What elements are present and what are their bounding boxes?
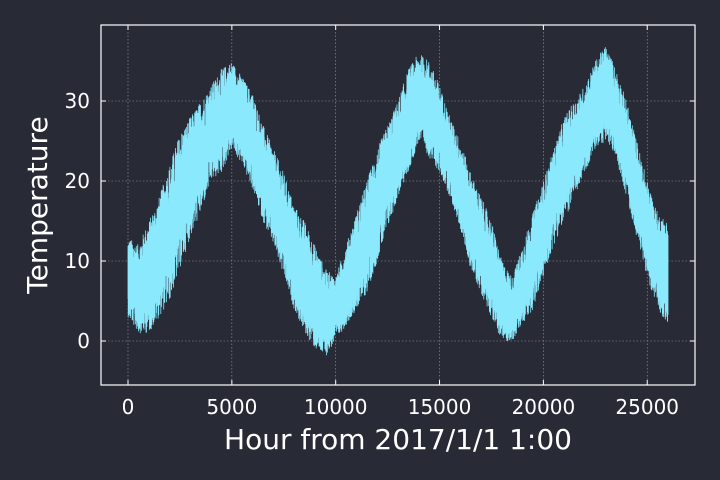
temperature-series-line xyxy=(127,47,669,356)
plot-frame xyxy=(100,24,696,386)
axis-ticks: 0 5000 10000 15000 20000 25000 0 10 20 30 xyxy=(65,25,695,419)
x-tick-label: 0 xyxy=(122,395,135,419)
x-tick-label: 20000 xyxy=(512,395,576,419)
y-tick-label: 20 xyxy=(65,169,90,193)
x-axis-title: Hour from 2017/1/1 1:00 xyxy=(224,423,572,456)
y-tick-label: 10 xyxy=(65,249,90,273)
x-tick-label: 10000 xyxy=(304,395,368,419)
y-axis-title: Temperature xyxy=(21,116,54,294)
x-tick-label: 15000 xyxy=(408,395,472,419)
y-tick-label: 30 xyxy=(65,89,90,113)
y-tick-label: 0 xyxy=(77,329,90,353)
series-line-temperature xyxy=(127,47,669,356)
x-tick-label: 25000 xyxy=(615,395,679,419)
x-tick-label: 5000 xyxy=(206,395,257,419)
